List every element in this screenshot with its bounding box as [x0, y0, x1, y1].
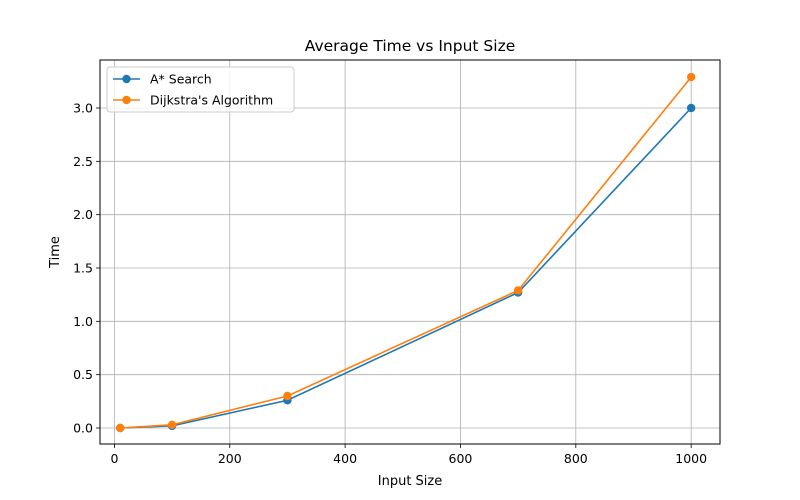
- x-axis-label: Input Size: [378, 474, 442, 489]
- legend-label: Dijkstra's Algorithm: [150, 93, 273, 108]
- x-tick-label: 0: [110, 451, 118, 466]
- data-point: [686, 103, 696, 113]
- x-tick-label: 400: [333, 451, 357, 466]
- legend-label: A* Search: [150, 72, 212, 87]
- series-line: [120, 76, 692, 429]
- y-axis-label: Time: [48, 236, 63, 269]
- x-tick-label: 600: [449, 451, 473, 466]
- series-group: [115, 72, 696, 433]
- series-1: [115, 72, 696, 433]
- data-point: [115, 423, 125, 433]
- legend: A* Search Dijkstra's Algorithm: [106, 66, 295, 113]
- y-tick-label: 2.0: [73, 207, 93, 222]
- plot-frame: [99, 59, 721, 445]
- y-tick-label: 0.5: [73, 367, 93, 382]
- y-tick-label: 3.0: [73, 101, 93, 116]
- chart-title: Average Time vs Input Size: [305, 37, 516, 55]
- x-tick-label: 800: [564, 451, 588, 466]
- y-tick-label: 1.5: [73, 261, 93, 276]
- grid: [100, 60, 720, 444]
- data-point: [283, 391, 292, 401]
- x-tick-label: 1000: [675, 451, 707, 466]
- data-point: [513, 286, 523, 295]
- x-tick-label: 200: [218, 451, 242, 466]
- y-tick-label: 1.0: [73, 314, 93, 329]
- y-axis: 0.0 0.5 1.0 1.5 2.0 2.5 3.0: [73, 101, 100, 436]
- y-tick-label: 0.0: [73, 421, 93, 436]
- legend-marker: [122, 74, 131, 84]
- legend-box: [106, 66, 295, 113]
- legend-marker: [122, 95, 131, 105]
- data-point: [167, 420, 177, 429]
- data-point: [686, 72, 696, 82]
- y-tick-label: 2.5: [73, 154, 93, 169]
- x-axis: 0 200 400 600 800 1000: [110, 444, 707, 466]
